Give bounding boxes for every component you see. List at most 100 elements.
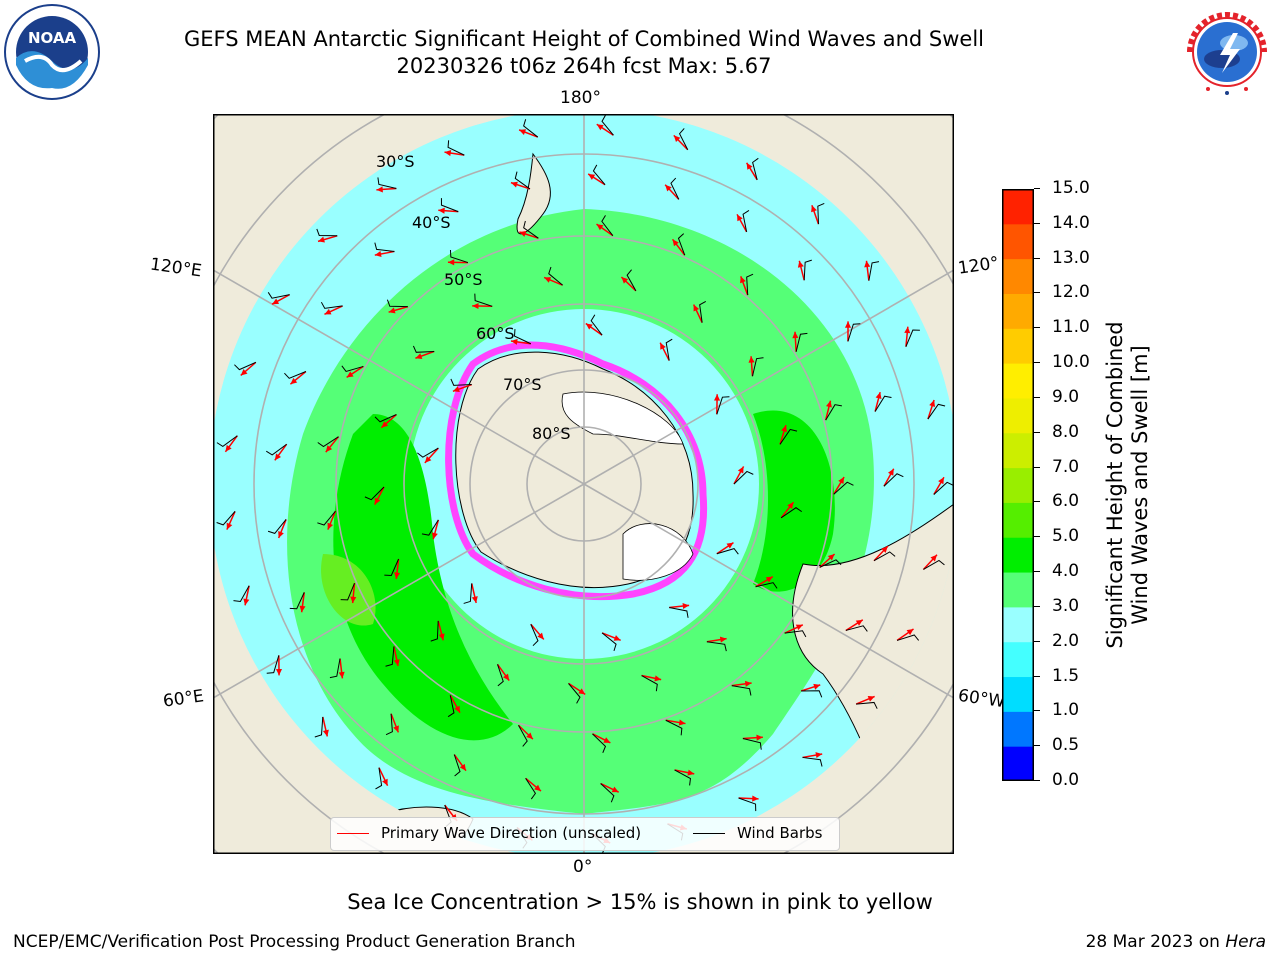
colorbar-segment — [1002, 502, 1034, 538]
wave-arrow-head — [578, 688, 586, 695]
lat-label-40s: 40°S — [412, 213, 451, 232]
wind-barb — [530, 624, 539, 647]
wave-arrow-head — [225, 444, 232, 452]
colorbar-tick-label: 5.0 — [1052, 526, 1080, 547]
date-text: 28 Mar 2023 on — [1085, 932, 1220, 952]
wave-arrow-head — [752, 795, 759, 802]
wind-barb — [802, 756, 823, 767]
wave-arrow-head — [744, 680, 752, 687]
wind-barb — [742, 737, 762, 750]
wave-arrow-head — [274, 453, 282, 461]
wind-barb — [868, 261, 880, 281]
wind-barb — [474, 293, 493, 307]
wave-arrow-head — [382, 778, 388, 786]
wave-arrow-head — [855, 619, 863, 626]
wave-arrow-head — [792, 331, 799, 339]
wind-barb — [674, 769, 692, 786]
wave-arrow-head — [346, 371, 354, 378]
colorbar-tick-label: 11.0 — [1052, 317, 1090, 338]
colorbar-segment — [1002, 676, 1034, 712]
wind-barb — [364, 486, 385, 501]
lon-label-120e: 120°E — [148, 254, 203, 282]
wave-arrow-head — [471, 596, 478, 603]
colorbar-tick-label: 2.0 — [1052, 630, 1080, 651]
wave-arrow-head — [672, 239, 679, 247]
wind-barb — [568, 683, 581, 704]
wind-barb — [412, 345, 435, 353]
wave-arrow-head — [654, 675, 662, 682]
wind-barb — [518, 725, 528, 747]
wave-arrow-head — [938, 477, 944, 485]
colorbar-label-line1: Significant Height of Combined — [1102, 321, 1127, 649]
wind-barb — [784, 630, 807, 638]
branch-credit: NCEP/EMC/Verification Post Processing Pr… — [13, 932, 576, 952]
wave-arrow-head — [415, 353, 423, 359]
wave-arrow-head — [376, 186, 383, 193]
wind-barb — [385, 713, 393, 736]
map-legend: Primary Wave Direction (unscaled) Wind B… — [330, 817, 840, 851]
wind-barb — [825, 404, 842, 421]
colorbar-tick-mark — [1034, 536, 1040, 538]
wind-barb — [905, 329, 920, 347]
colorbar-tick-label: 0.5 — [1052, 735, 1080, 756]
colorbar-segment — [1002, 467, 1034, 503]
colorbar-label: Significant Height of Combined Wind Wave… — [1103, 321, 1153, 648]
wind-barb — [592, 164, 606, 186]
wave-arrow-head — [444, 150, 452, 157]
wave-arrow-head — [327, 522, 334, 530]
wave-arrow-head — [596, 124, 604, 131]
legend-black-line — [693, 832, 725, 834]
wind-barb — [601, 632, 617, 652]
wind-barb — [755, 582, 778, 589]
wave-arrow-head — [844, 321, 852, 328]
lon-label-180: 180° — [560, 88, 601, 108]
wave-arrow-head — [424, 456, 432, 463]
wind-barb — [514, 171, 531, 190]
wind-barb — [933, 481, 954, 495]
machine-name: Hera — [1225, 932, 1266, 952]
wave-arrow-head — [678, 719, 686, 726]
wind-barb — [523, 220, 539, 239]
wave-arrow-head — [613, 635, 621, 641]
wind-barb — [669, 606, 689, 618]
colorbar-tick-mark — [1034, 188, 1040, 189]
wind-barb — [329, 658, 341, 679]
wind-barb — [440, 198, 459, 213]
wave-arrow-head — [240, 369, 248, 376]
colorbar-tick-label: 14.0 — [1052, 212, 1090, 233]
wind-barb — [265, 443, 287, 456]
wind-barb — [670, 177, 680, 200]
wave-arrow-head — [393, 725, 399, 733]
wind-barb — [453, 754, 461, 777]
wave-arrow-head — [537, 632, 544, 640]
wave-arrow-head — [929, 400, 936, 407]
wind-barb — [216, 511, 236, 526]
colorbar-tick-label: 9.0 — [1052, 386, 1080, 407]
wave-arrow-head — [438, 633, 445, 641]
noaa-logo-text: NOAA — [28, 29, 77, 47]
map-border — [213, 114, 954, 854]
colorbar-segment — [1002, 606, 1034, 643]
wave-arrow-head — [811, 205, 817, 213]
wind-barb — [314, 716, 324, 738]
colorbar-tick-mark — [1034, 466, 1040, 468]
wind-barb — [927, 403, 946, 420]
wind-barb — [699, 300, 707, 323]
wind-barb — [874, 395, 892, 412]
wind-barb — [284, 371, 307, 379]
wave-direction-arrows — [224, 123, 945, 844]
wind-barb — [233, 585, 250, 603]
legend-wave-direction: Primary Wave Direction (unscaled) — [337, 824, 641, 842]
wave-arrow-head — [299, 605, 306, 613]
wind-barb — [819, 559, 842, 568]
colorbar-segment — [1002, 432, 1034, 469]
wave-arrow-head — [388, 307, 396, 314]
wind-barb — [847, 323, 861, 342]
colorbar-segment — [1002, 328, 1034, 364]
wave-arrow-head — [737, 214, 743, 222]
wind-barb — [374, 414, 397, 423]
wind-barb — [340, 583, 355, 601]
wind-barb — [548, 266, 563, 286]
wave-arrow-head — [374, 250, 382, 257]
wave-arrow-head — [519, 231, 527, 237]
